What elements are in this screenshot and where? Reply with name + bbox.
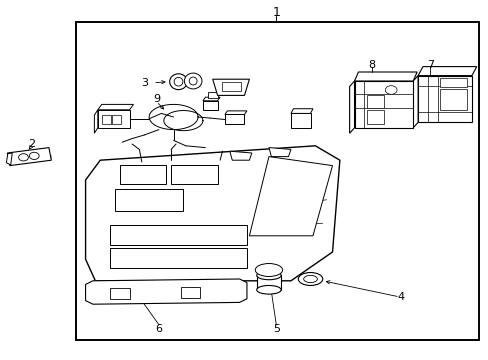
Bar <box>366 110 383 124</box>
Bar <box>181 287 200 298</box>
Polygon shape <box>98 104 133 110</box>
Polygon shape <box>224 114 244 124</box>
Ellipse shape <box>385 86 396 94</box>
Bar <box>439 78 466 87</box>
Text: 2: 2 <box>28 139 35 149</box>
Bar <box>112 115 121 124</box>
Bar <box>76 22 478 340</box>
Bar <box>110 248 246 268</box>
Polygon shape <box>85 279 246 304</box>
Polygon shape <box>290 109 312 113</box>
Bar <box>102 115 110 124</box>
Bar <box>110 225 246 245</box>
Ellipse shape <box>255 264 282 276</box>
Polygon shape <box>6 153 12 165</box>
Text: 4: 4 <box>397 292 404 302</box>
Ellipse shape <box>169 74 187 90</box>
Ellipse shape <box>303 275 317 283</box>
Polygon shape <box>349 81 354 133</box>
Polygon shape <box>203 101 217 110</box>
Ellipse shape <box>174 77 183 86</box>
Bar <box>439 89 466 110</box>
Bar <box>120 165 166 184</box>
Polygon shape <box>290 113 310 128</box>
Bar <box>221 82 241 91</box>
Text: 1: 1 <box>272 6 280 19</box>
Text: 7: 7 <box>426 60 433 70</box>
Ellipse shape <box>184 73 202 89</box>
Polygon shape <box>94 110 98 133</box>
Polygon shape <box>229 151 251 160</box>
Bar <box>115 189 183 211</box>
Ellipse shape <box>29 152 39 159</box>
Bar <box>110 288 129 299</box>
Polygon shape <box>256 275 281 290</box>
Polygon shape <box>417 67 476 76</box>
Ellipse shape <box>189 77 197 85</box>
Polygon shape <box>207 92 217 98</box>
Polygon shape <box>249 157 332 236</box>
Polygon shape <box>268 148 290 157</box>
Bar <box>76 22 478 340</box>
Polygon shape <box>412 76 417 128</box>
Polygon shape <box>212 79 249 95</box>
Polygon shape <box>98 110 129 128</box>
Ellipse shape <box>256 271 281 280</box>
Polygon shape <box>203 97 220 101</box>
Polygon shape <box>354 72 416 81</box>
Text: 3: 3 <box>141 78 147 88</box>
Polygon shape <box>85 146 339 281</box>
Polygon shape <box>224 111 246 114</box>
Polygon shape <box>417 76 471 122</box>
Polygon shape <box>354 81 412 128</box>
Text: 8: 8 <box>367 60 374 70</box>
Text: 5: 5 <box>272 324 279 334</box>
Polygon shape <box>7 148 51 166</box>
Text: 9: 9 <box>153 94 160 104</box>
Bar <box>171 165 217 184</box>
Text: 6: 6 <box>155 324 162 334</box>
Ellipse shape <box>298 273 322 285</box>
Bar <box>366 95 383 108</box>
Ellipse shape <box>256 285 281 294</box>
Ellipse shape <box>19 154 28 161</box>
